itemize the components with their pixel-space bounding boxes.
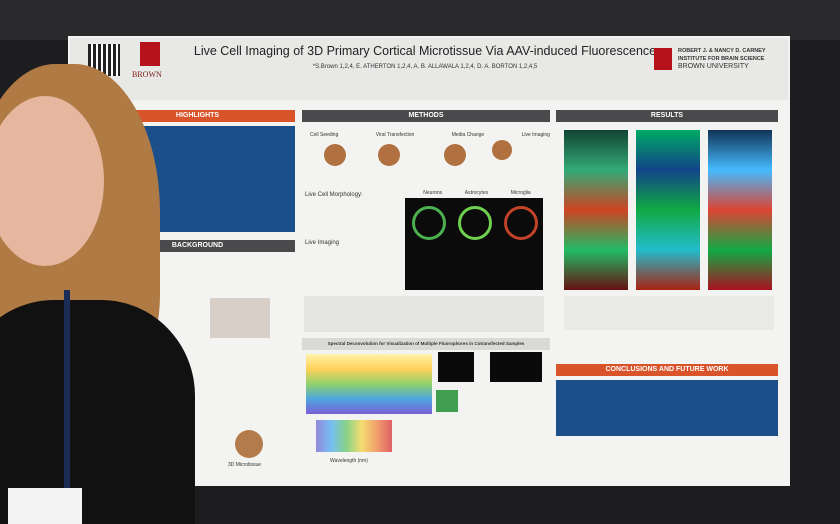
poster-title: Live Cell Imaging of 3D Primary Cortical… [193,44,657,58]
fluorophore-table [306,354,432,414]
cell-icon [324,144,346,166]
bar-charts [564,296,774,330]
cell-type: Astrocytes [464,190,489,196]
cell-icon [492,140,512,160]
step-label: Media Change [451,132,485,138]
section-header: CONCLUSIONS AND FUTURE WORK [556,364,778,376]
step-label: Live Imaging [521,132,550,138]
logo-line: INSTITUTE FOR BRAIN SCIENCE [678,56,765,62]
subhead: Live Imaging [305,240,340,246]
name-badge [8,488,82,524]
carney-shield [654,48,672,70]
image-panel [438,352,474,382]
cell-type: Microglia [510,190,531,196]
face [0,96,104,266]
logo-line: BROWN UNIVERSITY [678,63,749,70]
brown-shield [140,42,160,66]
cell-icon [444,144,466,166]
fluorescence-ring [504,206,538,240]
lanyard [64,290,70,490]
step-label: Viral Transfection [375,132,415,138]
cell-icon [378,144,400,166]
result-image-column [636,130,700,290]
conclusions-box [556,380,778,436]
microtissue-icon [235,430,263,458]
cube-icon [436,390,458,412]
wall [0,0,840,40]
institute-logo: ROBERT J. & NANCY D. CARNEY INSTITUTE FO… [678,47,766,71]
cell-type: Neurons [423,190,443,196]
imaging-diagram [304,296,544,332]
section-header: METHODS [302,110,550,122]
result-image-column [708,130,772,290]
subhead: Live Cell Morphology: [305,192,363,198]
image-panel [490,352,542,382]
figure-label: 3D Microtissue [228,462,262,468]
section-header: RESULTS [556,110,778,122]
logo-text: BROWN [132,70,162,79]
fluorescence-ring [458,206,492,240]
cell-type-row: Neurons Astrocytes Microglia [412,190,542,196]
figure-title: Spectral Deconvolution for Visualization… [302,338,550,350]
body [0,300,195,524]
authors: *S.Brown 1,2,4, E. ATHERTON 1,2,4, A. B.… [312,64,538,70]
method-steps: Cell Seeding Viral Transfection Media Ch… [310,132,550,138]
logo-line: ROBERT J. & NANCY D. CARNEY [678,48,766,54]
step-label: Cell Seeding [310,132,339,138]
background-figure [210,298,270,338]
fluorescence-ring [412,206,446,240]
spectrum-plot [316,420,392,452]
result-image-column [564,130,628,290]
axis-label: Wavelength (nm) [330,458,368,464]
section-header: HIGHLIGHTS [100,110,295,122]
